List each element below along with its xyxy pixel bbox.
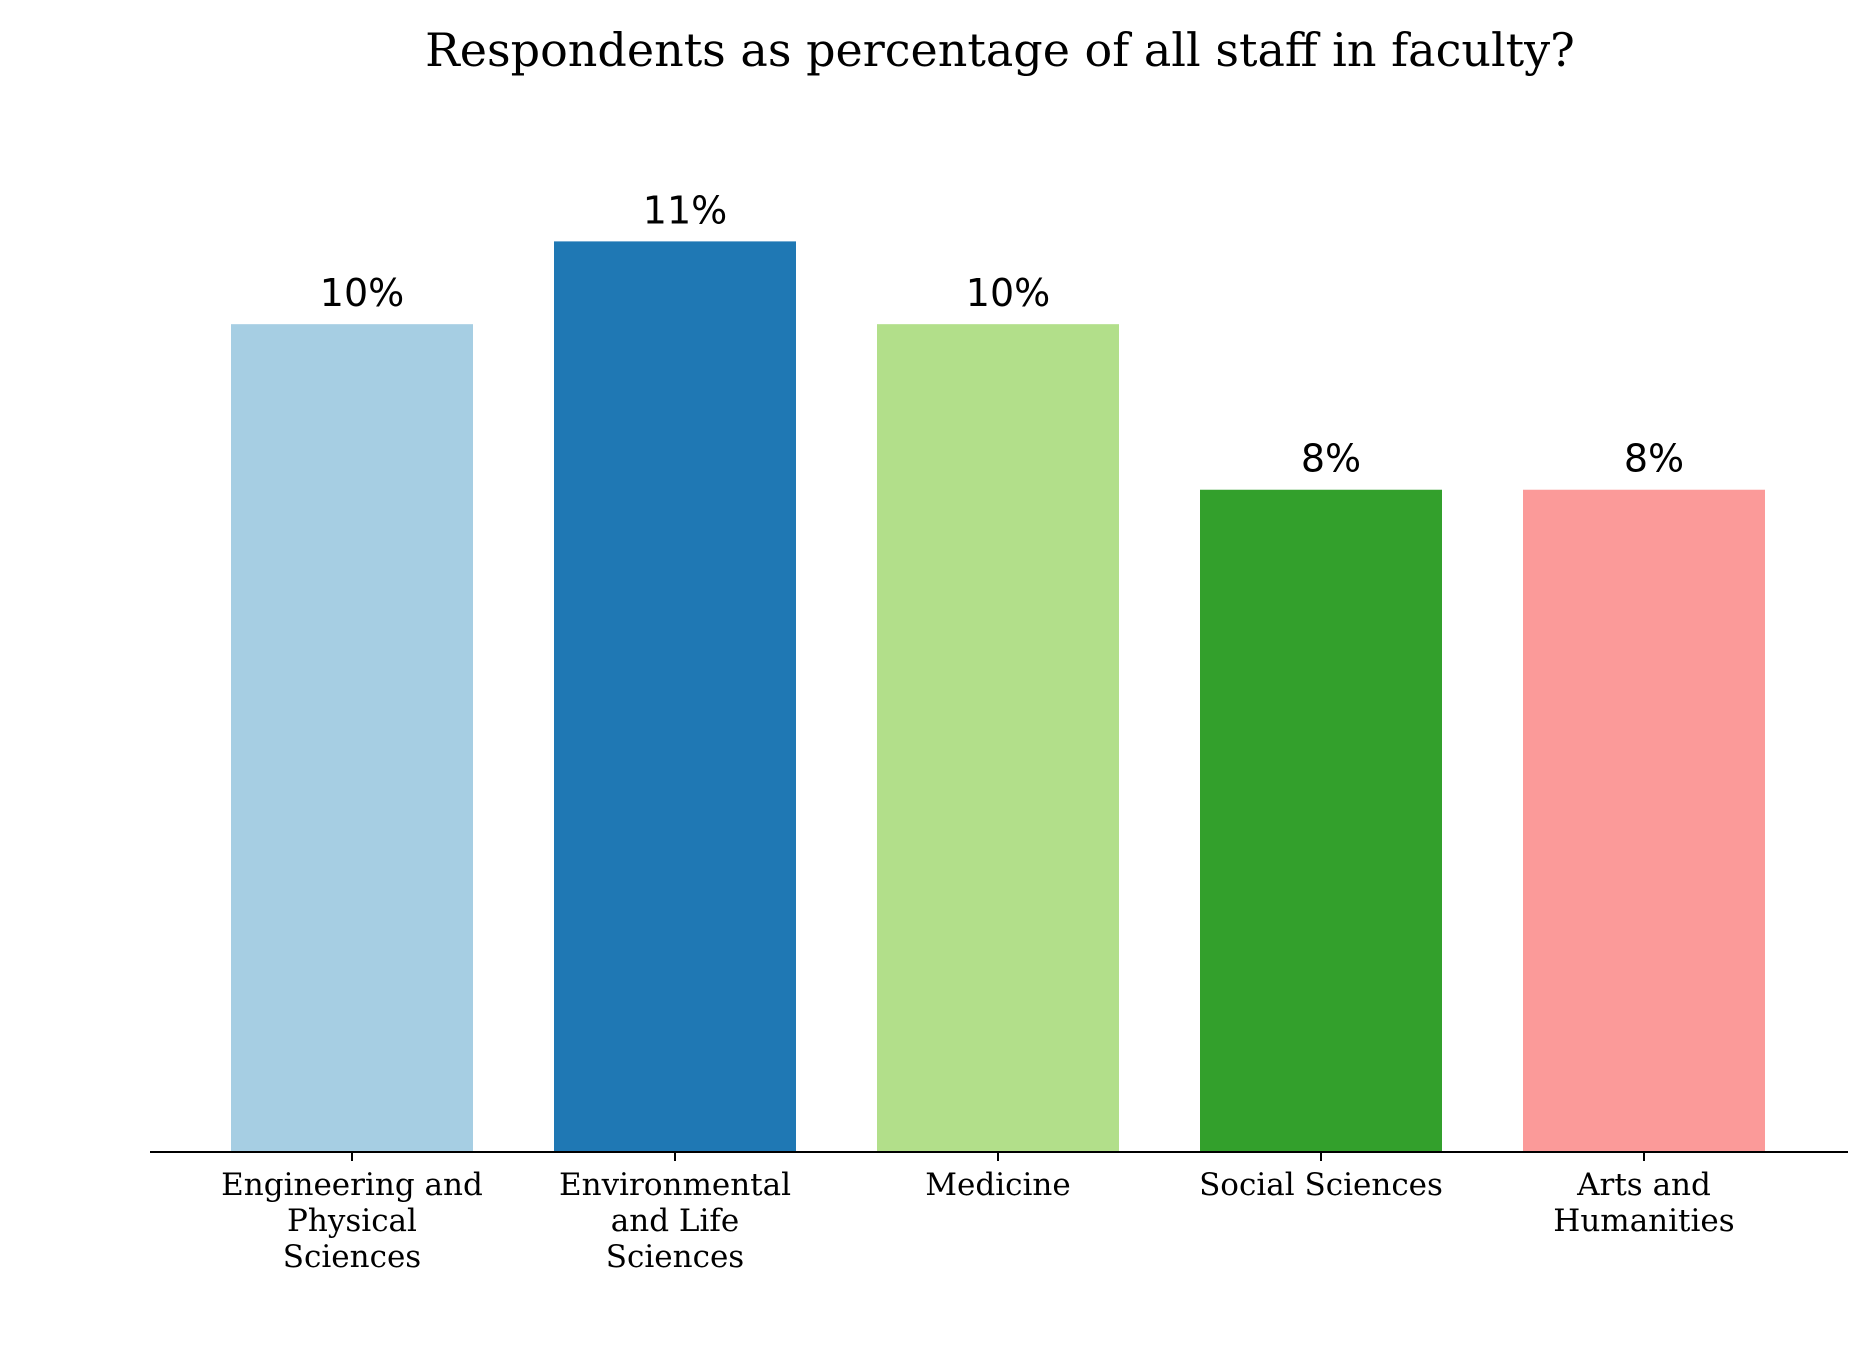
bar [877, 324, 1119, 1152]
bar [1523, 489, 1765, 1152]
x-tick-label: Medicine [925, 1167, 1070, 1203]
x-tick-label: Arts and Humanities [1553, 1167, 1734, 1239]
x-tick-label: Engineering and Physical Sciences [221, 1167, 483, 1275]
bar-value-label: 8% [1624, 437, 1684, 481]
bars-group: 10% 11% 10% 8% 8% [231, 188, 1765, 1153]
chart-title: Respondents as percentage of all staff i… [425, 23, 1575, 77]
x-tick-label-line: Sciences [283, 1239, 421, 1275]
bar-value-label: 10% [966, 271, 1050, 315]
x-tick-label: Social Sciences [1199, 1167, 1443, 1203]
x-tick-label-line: Social Sciences [1199, 1167, 1443, 1203]
x-tick-label-line: Medicine [925, 1167, 1070, 1203]
x-tick-label-line: Physical [287, 1203, 417, 1239]
bar [231, 324, 473, 1152]
x-tick-label-line: Environmental [559, 1167, 791, 1203]
x-tick-label-line: Humanities [1553, 1203, 1734, 1239]
x-tick-label-line: and Life [611, 1203, 739, 1239]
x-tick-label-line: Sciences [606, 1239, 744, 1275]
x-tick-label-line: Engineering and [221, 1167, 483, 1203]
bar-value-label: 11% [643, 188, 727, 232]
bar-value-label: 10% [320, 271, 404, 315]
x-axis-ticks: Engineering and Physical SciencesEnvironme… [221, 1152, 1735, 1275]
bar-value-label: 8% [1301, 437, 1361, 481]
x-tick-label: Environmental and Life Sciences [559, 1167, 791, 1275]
bar [1200, 489, 1442, 1152]
x-tick-label-line: Arts and [1576, 1167, 1711, 1203]
bar [554, 241, 796, 1153]
